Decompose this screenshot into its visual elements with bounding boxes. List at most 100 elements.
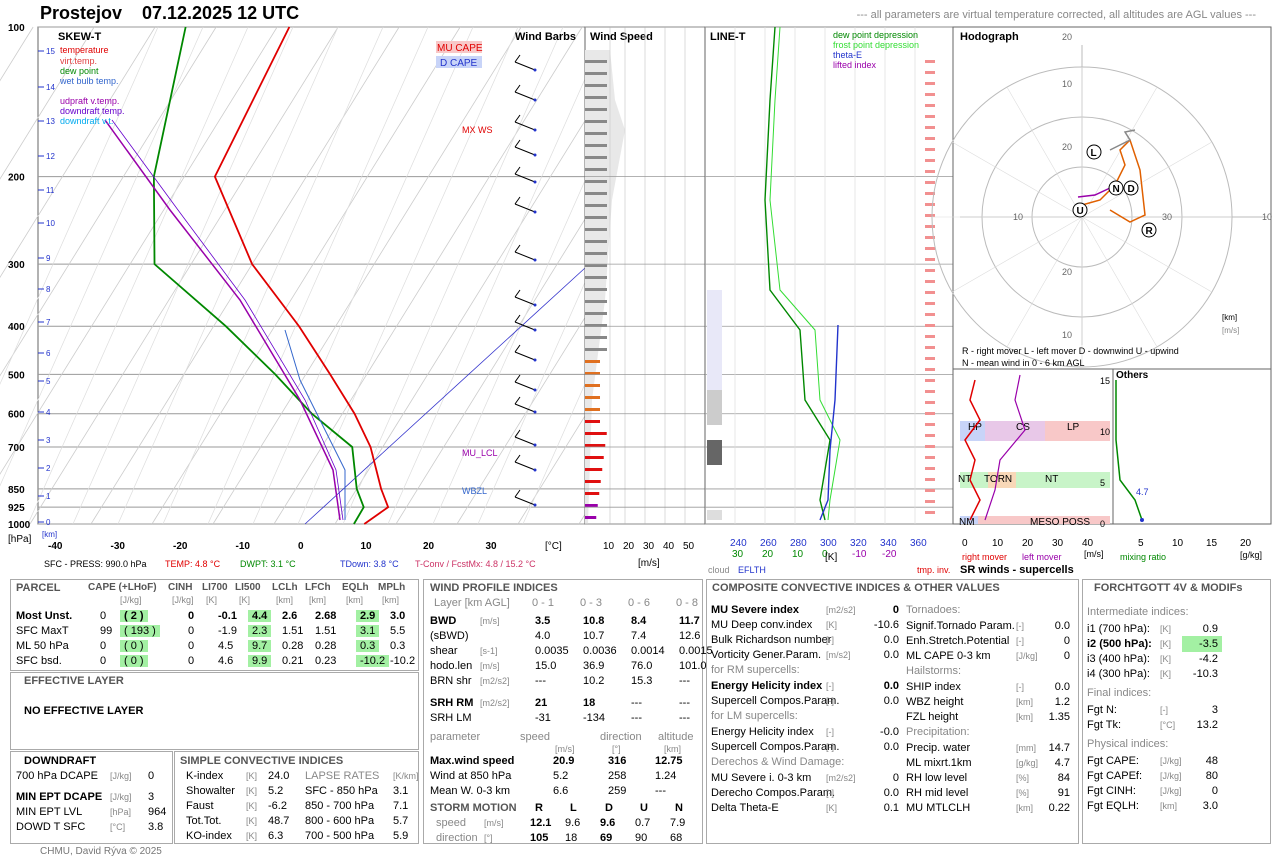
lapse-title: LAPSE RATES [305, 770, 380, 782]
parcel-value: 1.51 [282, 625, 304, 637]
cloud-mark [707, 510, 722, 520]
parcel-row-name: Most Unst. [16, 610, 73, 622]
simple-unit: [K] [246, 801, 258, 811]
parcel-value: 0 [100, 640, 107, 652]
forchtgott-value: 0.9 [1202, 623, 1218, 635]
mulcl-label: MU_LCL [462, 448, 498, 458]
wind-unit: [m2/s2] [480, 698, 510, 708]
forchtgott-heading: Intermediate indices: [1087, 606, 1189, 618]
wind-value: 8.4 [631, 615, 647, 627]
temperature-tick: 30 [486, 541, 498, 552]
speed-bar [585, 132, 607, 135]
simple-label: KO-index [186, 830, 232, 842]
storm-label: direction [436, 832, 478, 844]
composite-value: 84 [1057, 772, 1070, 784]
composite-label: Energy Helicity index [711, 726, 814, 738]
barb-flag [514, 244, 521, 253]
parcel-unit: [km] [382, 595, 399, 605]
forchtgott-unit: [J/kg] [1160, 756, 1182, 766]
storm-title: STORM MOTION [430, 802, 517, 814]
simple-value: 6.3 [268, 830, 284, 842]
forchtgott-unit: [K] [1160, 639, 1172, 649]
composite-label: MU Severe i. 0-3 km [711, 772, 812, 784]
hodo-spoke [1081, 141, 1213, 218]
height-tick: 5 [46, 377, 51, 386]
simple-unit: [K] [246, 816, 258, 826]
dry-adiabat [0, 26, 204, 487]
storm-value: 68 [670, 832, 683, 844]
tmp-inv-mark [925, 93, 935, 96]
parcel-unit: [K] [239, 595, 251, 605]
barb-dot [533, 503, 537, 507]
temperature-curve [213, 26, 390, 525]
temperature-tick: 0 [298, 541, 304, 552]
linet-tick-bottom: 20 [762, 549, 774, 560]
skewt-curves [104, 26, 390, 525]
forchtgott-label: i1 (700 hPa): [1087, 623, 1150, 635]
tmp-inv-mark [925, 214, 935, 217]
wind-title: WIND PROFILE INDICES [430, 582, 558, 594]
composite-value: 91 [1057, 787, 1070, 799]
pressure-tick: 925 [8, 503, 25, 514]
parcel-value: 4.4 [248, 610, 272, 622]
km-unit: [km] [42, 530, 57, 539]
downdraft-label: MIN EPT DCAPE [16, 791, 103, 803]
parcel-value: 0.21 [282, 655, 304, 667]
wind-value: 15.3 [631, 675, 653, 687]
tmp-inv-mark [925, 181, 935, 184]
composite-label: Delta Theta-E [711, 802, 779, 814]
parcel-value: ( 193 ) [120, 625, 160, 637]
legend-entry: downdraft temp. [60, 106, 125, 116]
barb-flag [514, 374, 521, 383]
linet-legend-entry: theta-E [833, 50, 862, 60]
linet-tick-bottom: -10 [852, 549, 867, 560]
barb-flag [514, 166, 521, 175]
barb-dot [533, 128, 537, 132]
speed-bar [585, 96, 607, 99]
composite-heading: for LM supercells: [711, 710, 798, 722]
others-value: 4.7 [1136, 487, 1149, 497]
dry-adiabat [0, 26, 159, 385]
sfc-temp: TEMP: 4.8 °C [165, 559, 221, 569]
downdraft-value: 3.8 [148, 821, 164, 833]
sr-xtick: 10 [992, 538, 1004, 549]
forchtgott-unit: [°C] [1160, 720, 1176, 730]
composite-value: -10.6 [873, 619, 899, 631]
eflth-label: EFLTH [738, 565, 766, 575]
parcel-value: -10.2 [356, 655, 390, 667]
wind-value: 4.0 [535, 630, 551, 642]
others-unit: [g/kg] [1240, 550, 1262, 560]
wind-value: 10.8 [583, 615, 605, 627]
speed-bar [585, 276, 607, 279]
speed-bar [585, 384, 600, 387]
composite-label: Bulk Richardson number [711, 634, 832, 646]
wind-value: 101.0 [679, 660, 707, 672]
composite-unit: [K] [826, 803, 838, 813]
parcel-value: 4.5 [218, 640, 234, 652]
speed-bar [585, 60, 607, 63]
composite-value: 0.0 [883, 787, 899, 799]
speed-bar [585, 144, 607, 147]
speed-bar [585, 444, 606, 447]
composite-unit: [-] [1016, 621, 1024, 631]
tmp-inv-mark [925, 390, 935, 393]
speed-bar [585, 192, 607, 195]
wind-value: 0.0035 [535, 645, 569, 657]
composite-unit: [mm] [1016, 743, 1036, 753]
param-col: altitude [658, 731, 694, 743]
barb-staff [514, 321, 536, 331]
simple-section [174, 751, 419, 844]
parcel-row-name: SFC bsd. [16, 655, 62, 667]
wind-layer: Layer [km AGL] [434, 597, 510, 609]
speed-bar [585, 108, 607, 111]
tmp-inv-mark [925, 148, 935, 151]
barb-dot [533, 468, 537, 472]
sfc-dwpt: DWPT: 3.1 °C [240, 559, 296, 569]
composite-value: 1.35 [1048, 711, 1070, 723]
simple-label: Tot.Tot. [186, 815, 222, 827]
wind-value: -134 [583, 712, 606, 724]
forchtgott-label: Fgt Tk: [1087, 719, 1122, 731]
barbs-title: Wind Barbs [515, 31, 576, 43]
barb-staff [514, 496, 536, 506]
temperature-tick: -10 [236, 541, 251, 552]
